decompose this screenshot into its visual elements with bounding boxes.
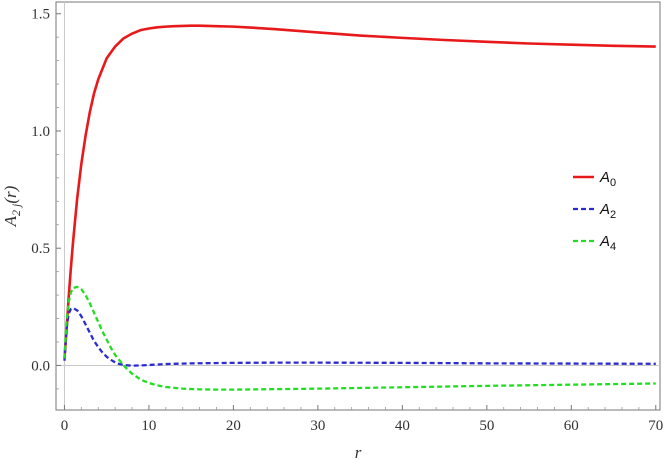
- y-tick-label: 0.0: [31, 358, 50, 374]
- series-layer: [63, 24, 656, 391]
- plot-frame: [55, 1, 661, 411]
- x-tick-label: 50: [479, 418, 494, 434]
- legend-label: A0: [599, 169, 616, 189]
- y-tick-label: 1.5: [31, 7, 50, 23]
- legend-item-a4: A4: [573, 233, 616, 253]
- plot-border: [55, 1, 661, 411]
- x-tick-label: 0: [61, 418, 69, 434]
- series-line-a4: [63, 285, 656, 391]
- legend-label: A4: [599, 233, 616, 253]
- legend-label: A2: [599, 201, 616, 221]
- x-tick-label: 20: [226, 418, 241, 434]
- series-line-a0: [63, 24, 656, 359]
- x-tick-label: 30: [310, 418, 325, 434]
- legend: A0 A2 A4: [573, 169, 616, 253]
- x-tick-label: 60: [564, 418, 579, 434]
- x-axis-label: r: [355, 443, 362, 462]
- y-axis-label: A2 j(r): [1, 185, 23, 227]
- legend-item-a2: A2: [573, 201, 616, 221]
- series-line-a2: [63, 306, 656, 367]
- y-axis-label-text: A2 j(r): [1, 185, 23, 227]
- x-tick-label: 70: [648, 418, 663, 434]
- legend-item-a0: A0: [573, 169, 616, 189]
- y-tick-label: 1.0: [31, 124, 50, 140]
- zero-lines: [56, 2, 660, 410]
- y-tick-label: 0.5: [31, 241, 50, 257]
- x-tick-label: 10: [141, 418, 156, 434]
- x-axis: 0 10 20 30 40 50 60 70: [61, 405, 663, 434]
- y-axis: 0.0 0.5 1.0 1.5: [31, 7, 61, 390]
- x-tick-label: 40: [395, 418, 410, 434]
